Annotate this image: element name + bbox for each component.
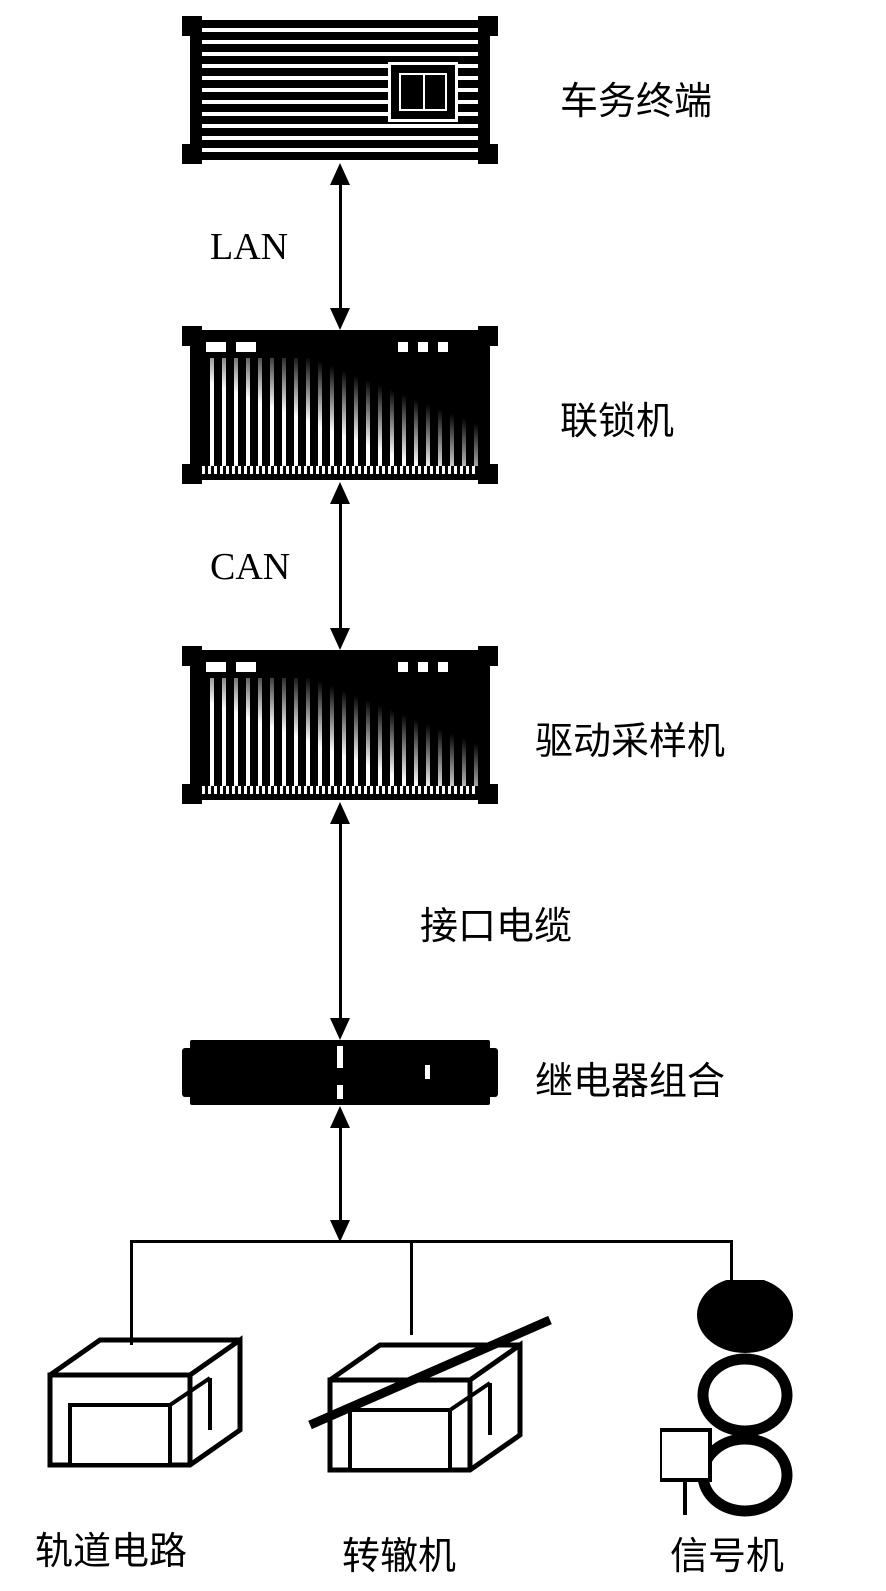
conn-cable <box>339 818 342 1022</box>
arrow-down-dist <box>330 1220 350 1242</box>
distribution-bar <box>130 1240 733 1243</box>
label-terminal: 车务终端 <box>560 70 712 125</box>
node-relay <box>190 1040 490 1105</box>
drop-signal <box>730 1240 733 1280</box>
label-switch: 转辙机 <box>342 1525 456 1580</box>
label-signal: 信号机 <box>670 1525 784 1580</box>
label-relay: 继电器组合 <box>535 1050 725 1105</box>
label-driver: 驱动采样机 <box>535 710 725 765</box>
label-cable: 接口电缆 <box>420 895 572 950</box>
node-driver <box>190 650 490 800</box>
conn-dist <box>339 1122 342 1224</box>
arrow-down-lan <box>330 308 350 330</box>
node-terminal <box>190 20 490 160</box>
track-circuit-icon <box>35 1320 260 1490</box>
node-switch <box>300 1310 560 1500</box>
arrow-down-can <box>330 628 350 650</box>
switch-machine-icon <box>300 1310 560 1500</box>
arrow-down-cable <box>330 1018 350 1040</box>
node-interlock <box>190 330 490 480</box>
system-diagram: 车务终端 LAN 联锁机 CAN <box>0 0 886 1591</box>
label-lan: LAN <box>210 225 288 269</box>
conn-can <box>339 498 342 632</box>
label-interlock: 联锁机 <box>560 390 674 445</box>
label-track: 轨道电路 <box>35 1520 187 1575</box>
node-track <box>35 1320 260 1490</box>
signal-icon <box>660 1280 800 1520</box>
conn-lan <box>339 180 342 312</box>
label-can: CAN <box>210 545 290 589</box>
node-signal <box>660 1280 800 1520</box>
